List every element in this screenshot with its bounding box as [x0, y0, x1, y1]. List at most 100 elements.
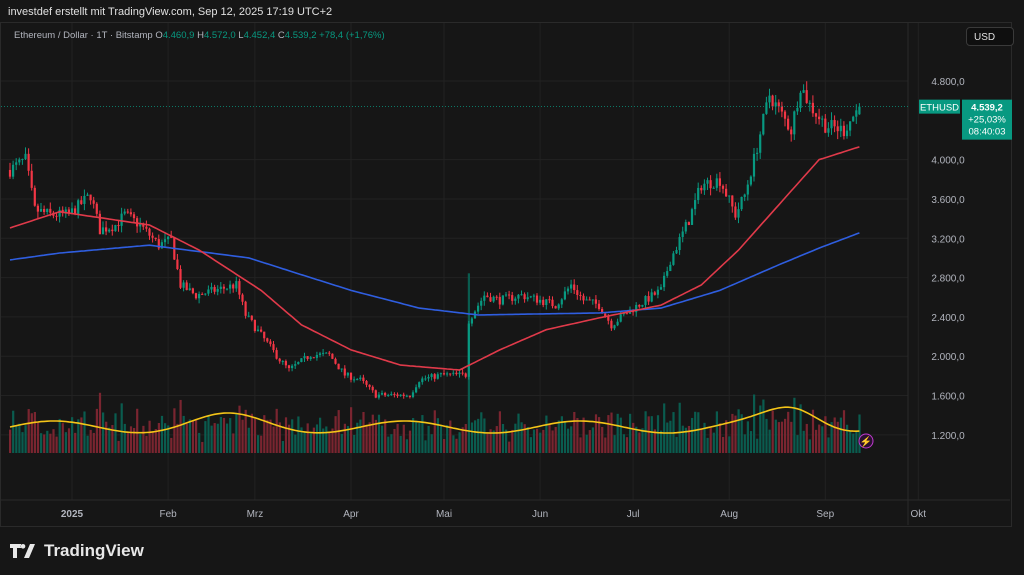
- candle-body: [830, 120, 833, 129]
- candle-body: [8, 169, 12, 177]
- x-tick-label: Sep: [816, 509, 834, 520]
- candle-body: [145, 226, 148, 229]
- volume-bar: [830, 422, 833, 453]
- volume-bar: [833, 417, 836, 453]
- volume-bar: [92, 432, 95, 453]
- ticker-tag: [919, 99, 960, 114]
- x-tick-label: Apr: [343, 509, 359, 520]
- volume-bar: [632, 422, 635, 453]
- volume-bar: [210, 425, 213, 453]
- candle-body: [433, 374, 436, 379]
- volume-bar: [774, 419, 777, 453]
- volume-bar: [232, 433, 235, 453]
- price-tag-value: 4.539,2: [971, 103, 1003, 114]
- volume-bar: [266, 419, 269, 453]
- candle-body: [560, 299, 563, 305]
- candle-body: [101, 227, 105, 235]
- close-label: C: [277, 30, 285, 41]
- candle-body: [331, 353, 334, 359]
- volume-bar: [660, 430, 663, 453]
- candle-body: [492, 296, 495, 302]
- volume-bar: [77, 419, 80, 453]
- volume-bar: [219, 416, 222, 453]
- candle-body: [467, 323, 470, 377]
- volume-bar: [567, 428, 570, 453]
- volume-bar: [114, 413, 117, 453]
- candle-body: [659, 287, 663, 290]
- candle-body: [415, 387, 418, 393]
- volume-bar: [269, 419, 272, 453]
- candle-body: [368, 384, 371, 387]
- candle-body: [232, 284, 235, 289]
- volume-bar: [545, 415, 548, 453]
- volume-bar: [604, 437, 607, 453]
- candle-body: [734, 206, 737, 218]
- candle-body: [30, 170, 33, 188]
- candle-body: [325, 352, 328, 354]
- volume-bar: [98, 392, 102, 453]
- volume-bar: [384, 419, 387, 453]
- volume-bar: [315, 424, 319, 453]
- volume-bar: [542, 429, 545, 453]
- volume-bar: [532, 429, 536, 453]
- candle-body: [480, 300, 483, 306]
- ma-long-line: [9, 232, 860, 316]
- volume-bar: [229, 418, 232, 453]
- volume-bar: [123, 423, 126, 453]
- candle-body: [666, 271, 669, 276]
- volume-bar: [743, 434, 746, 453]
- volume-bar: [312, 427, 315, 453]
- volume-bar: [64, 432, 67, 453]
- volume-bar: [818, 424, 821, 453]
- candle-body: [55, 215, 58, 217]
- candle-body: [619, 314, 622, 322]
- candle-body: [526, 297, 529, 300]
- volume-bar: [272, 426, 275, 453]
- volume-bar: [737, 409, 740, 453]
- volume-bar: [495, 426, 498, 453]
- volume-bar: [849, 430, 852, 453]
- candle-body: [644, 296, 647, 305]
- currency-button[interactable]: USD: [966, 27, 1014, 46]
- candle-body: [15, 162, 18, 165]
- candle-body: [436, 374, 439, 379]
- tradingview-logo-icon: [10, 544, 35, 558]
- candle-body: [216, 288, 219, 292]
- candle-body: [377, 394, 380, 398]
- volume-bar: [514, 423, 517, 453]
- volume-bar: [247, 427, 250, 453]
- volume-bar: [616, 413, 619, 453]
- candle-body: [477, 305, 480, 312]
- candle-body: [811, 102, 814, 114]
- candle-body: [421, 378, 424, 383]
- volume-bar: [846, 424, 849, 453]
- volume-bar: [678, 402, 681, 453]
- volume-bar: [126, 433, 129, 453]
- volume-bar: [439, 425, 443, 453]
- candle-body: [554, 306, 557, 309]
- candle-body: [167, 236, 170, 240]
- volume-bar: [793, 397, 796, 453]
- volume-bar: [176, 423, 179, 453]
- candle-body: [43, 209, 46, 213]
- candle-body: [318, 353, 322, 355]
- candle-body: [92, 200, 95, 204]
- volume-bar: [777, 422, 780, 453]
- volume-bar: [815, 429, 818, 453]
- volume-bar: [691, 417, 694, 453]
- volume-bar: [517, 413, 520, 453]
- volume-bar: [15, 425, 18, 453]
- volume-bar: [734, 415, 737, 453]
- volume-bar: [393, 428, 396, 453]
- candle-body: [703, 183, 706, 191]
- volume-bar: [216, 423, 219, 453]
- candle-body: [148, 228, 151, 236]
- candle-body: [287, 365, 291, 369]
- volume-bar: [644, 411, 647, 453]
- symbol-name[interactable]: Ethereum / Dollar · 1T · Bitstamp: [14, 30, 153, 41]
- candle-body: [229, 284, 232, 289]
- candle-body: [219, 286, 222, 289]
- volume-bar: [759, 405, 762, 453]
- candle-body: [656, 289, 659, 295]
